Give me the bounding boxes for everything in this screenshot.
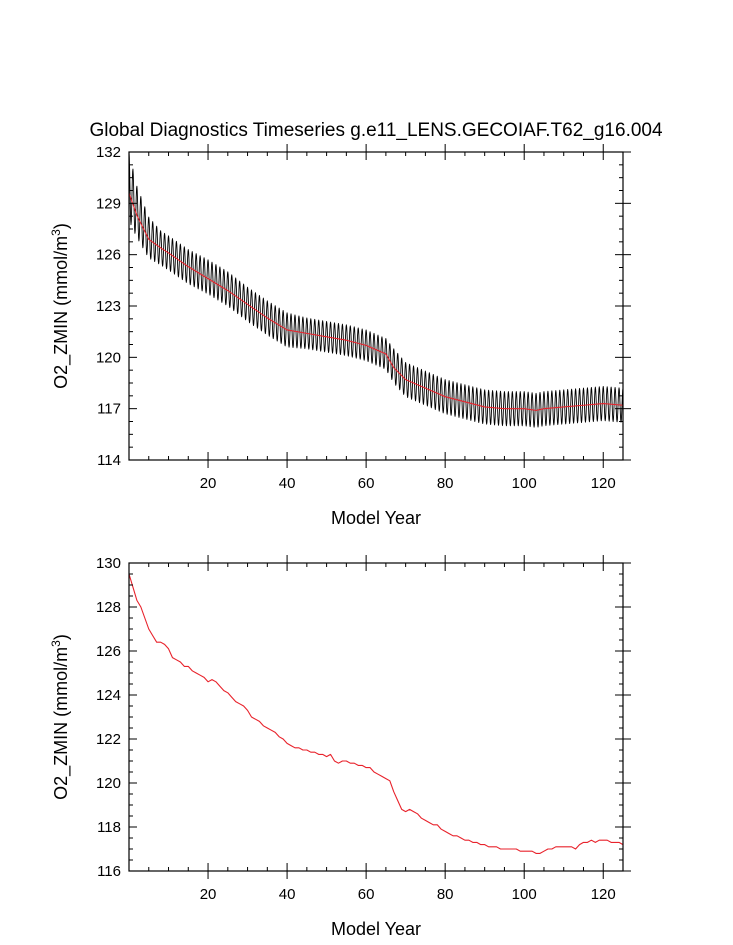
bottom-plot-y-tick-label: 128 (96, 599, 121, 616)
bottom-plot-y-tick-label: 130 (96, 555, 121, 572)
top-plot-series-line-0 (128, 151, 624, 428)
top-plot-x-tick-label: 20 (200, 475, 217, 492)
bottom-plot-y-axis-label: O2_ZMIN (mmol/m3) (49, 634, 72, 800)
chart-title: Global Diagnostics Timeseries g.e11_LENS… (89, 120, 663, 141)
top-plot-x-tick-label: 100 (512, 475, 537, 492)
bottom-plot-y-tick-label: 124 (96, 687, 121, 704)
bottom-plot-series-group (128, 573, 624, 854)
bottom-plot-series-line-0 (128, 573, 624, 854)
bottom-plot-y-axis-label-end: ) (51, 634, 71, 640)
bottom-plot-frame (128, 562, 624, 872)
top-plot: 20 40 60 80 100 120 114 117 120 123 126 129 132 Mode… (49, 144, 631, 528)
top-plot-series-line-1 (128, 192, 624, 411)
top-plot-y-axis-label: O2_ZMIN (mmol/m3) (49, 223, 72, 389)
top-plot-y-tick-label: 114 (97, 452, 121, 469)
top-plot-y-tick-label: 126 (96, 247, 121, 264)
bottom-plot-x-axis-label: Model Year (331, 919, 421, 939)
top-plot-y-axis-label-end: ) (51, 223, 71, 229)
bottom-plot-x-tick-label: 60 (358, 886, 375, 903)
bottom-plot-y-tick-label: 122 (96, 731, 121, 748)
bottom-plot-y-axis-label-main: O2_ZMIN (mmol/m (51, 647, 72, 800)
bottom-plot-x-tick-label: 80 (437, 886, 454, 903)
top-plot-y-axis-label-main: O2_ZMIN (mmol/m (51, 236, 72, 389)
bottom-plot-ticks (129, 555, 631, 879)
top-plot-x-axis-label: Model Year (331, 508, 421, 528)
bottom-plot-tick-labels: 20 40 60 80 100 120 116 118 120 122 124 126 128 130 (96, 555, 616, 903)
top-plot-y-tick-label: 129 (96, 195, 121, 212)
top-plot-x-tick-label: 80 (437, 475, 454, 492)
bottom-plot-x-tick-label: 40 (279, 886, 296, 903)
bottom-plot-x-tick-label: 120 (591, 886, 616, 903)
top-plot-y-axis-label-sup: 3 (49, 229, 63, 236)
bottom-plot-x-tick-label: 100 (512, 886, 537, 903)
top-plot-y-tick-label: 123 (96, 298, 121, 315)
bottom-plot: 20 40 60 80 100 120 116 118 120 122 124 126 128 130 M… (49, 555, 631, 939)
bottom-plot-y-tick-label: 120 (96, 775, 121, 792)
top-plot-tick-labels: 20 40 60 80 100 120 114 117 120 123 126 129 132 (96, 144, 616, 492)
top-plot-y-tick-label: 117 (97, 401, 121, 418)
top-plot-y-tick-label: 120 (96, 349, 121, 366)
top-plot-x-tick-label: 60 (358, 475, 375, 492)
bottom-plot-y-tick-label: 118 (97, 819, 121, 836)
bottom-plot-y-axis-label-sup: 3 (49, 640, 63, 647)
bottom-plot-y-tick-label: 116 (97, 863, 121, 880)
top-plot-y-tick-label: 132 (96, 144, 121, 161)
top-plot-x-tick-label: 120 (591, 475, 616, 492)
top-plot-series-group (128, 151, 624, 428)
top-plot-ticks (129, 144, 631, 468)
bottom-plot-y-tick-label: 126 (96, 643, 121, 660)
top-plot-x-tick-label: 40 (279, 475, 296, 492)
bottom-plot-x-tick-label: 20 (200, 886, 217, 903)
